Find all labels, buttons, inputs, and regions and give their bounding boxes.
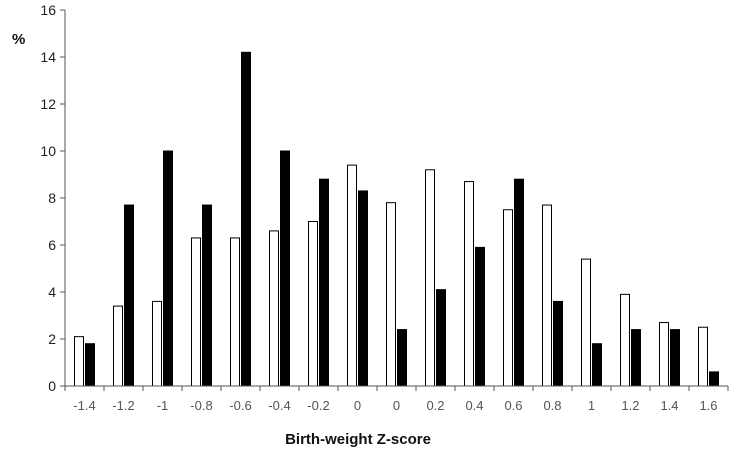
bar-black (358, 190, 368, 387)
x-tick-label: -0.6 (229, 398, 251, 413)
bars-group (74, 51, 719, 387)
bar-black (592, 343, 602, 387)
x-tick-label: 1.2 (621, 398, 639, 413)
y-tick-label: 16 (40, 2, 56, 18)
bar-black (709, 371, 719, 387)
x-tick-label: -1 (157, 398, 169, 413)
x-tick-label: -1.4 (73, 398, 95, 413)
bar-black (202, 204, 212, 387)
y-tick-label: 8 (48, 190, 56, 206)
bar-white (503, 209, 513, 387)
x-tick-label: -1.2 (112, 398, 134, 413)
y-tick-label: 0 (48, 378, 56, 394)
bar-black (475, 246, 485, 387)
bar-white (230, 237, 240, 387)
bar-white (152, 300, 162, 387)
bar-black (514, 178, 524, 387)
x-axis-title: Birth-weight Z-score (285, 431, 431, 448)
bar-white (698, 326, 708, 387)
bar-black (241, 51, 251, 387)
bar-white (113, 305, 123, 387)
bar-white (425, 169, 435, 387)
bar-black (553, 300, 563, 387)
x-tick-label: -0.2 (307, 398, 329, 413)
y-ticks-group: 0 2 4 6 8 10 12 14 16 (40, 2, 65, 394)
x-tick-label: 1.4 (660, 398, 678, 413)
y-tick-label: 4 (48, 284, 56, 300)
x-tick-label: 0.6 (504, 398, 522, 413)
bar-black (397, 329, 407, 387)
bar-black (631, 329, 641, 387)
x-tick-label: 0.4 (465, 398, 483, 413)
bar-white (347, 164, 357, 387)
bar-white (386, 202, 396, 387)
bar-white (74, 336, 84, 387)
bar-black (319, 178, 329, 387)
y-axis-title: % (12, 31, 25, 48)
y-tick-label: 12 (40, 96, 56, 112)
x-tick-label: -0.4 (268, 398, 290, 413)
bar-white (581, 258, 591, 387)
y-tick-label: 10 (40, 143, 56, 159)
x-tick-label: 0.2 (426, 398, 444, 413)
x-tick-label: 0 (354, 398, 361, 413)
bar-white (191, 237, 201, 387)
bar-white (308, 221, 318, 387)
bar-black (163, 150, 173, 387)
bar-white (659, 322, 669, 387)
bar-white (269, 230, 279, 387)
y-tick-label: 2 (48, 331, 56, 347)
bar-black (436, 289, 446, 387)
bar-black (124, 204, 134, 387)
x-tick-label: 0 (393, 398, 400, 413)
y-tick-label: 6 (48, 237, 56, 253)
y-tick-label: 14 (40, 49, 56, 65)
bar-black (280, 150, 290, 387)
bar-black (670, 329, 680, 387)
bar-black (85, 343, 95, 387)
x-tick-label: 0.8 (543, 398, 561, 413)
x-ticks-group: -1.4 -1.2 -1 -0.8 -0.6 -0.4 -0.2 0 0 0.2 0.4 0.6 0.8… (64, 386, 729, 413)
bar-white (620, 293, 630, 387)
x-tick-label: 1 (588, 398, 595, 413)
bar-white (464, 181, 474, 387)
x-tick-label: 1.6 (699, 398, 717, 413)
bar-white (542, 204, 552, 387)
x-tick-label: -0.8 (190, 398, 212, 413)
